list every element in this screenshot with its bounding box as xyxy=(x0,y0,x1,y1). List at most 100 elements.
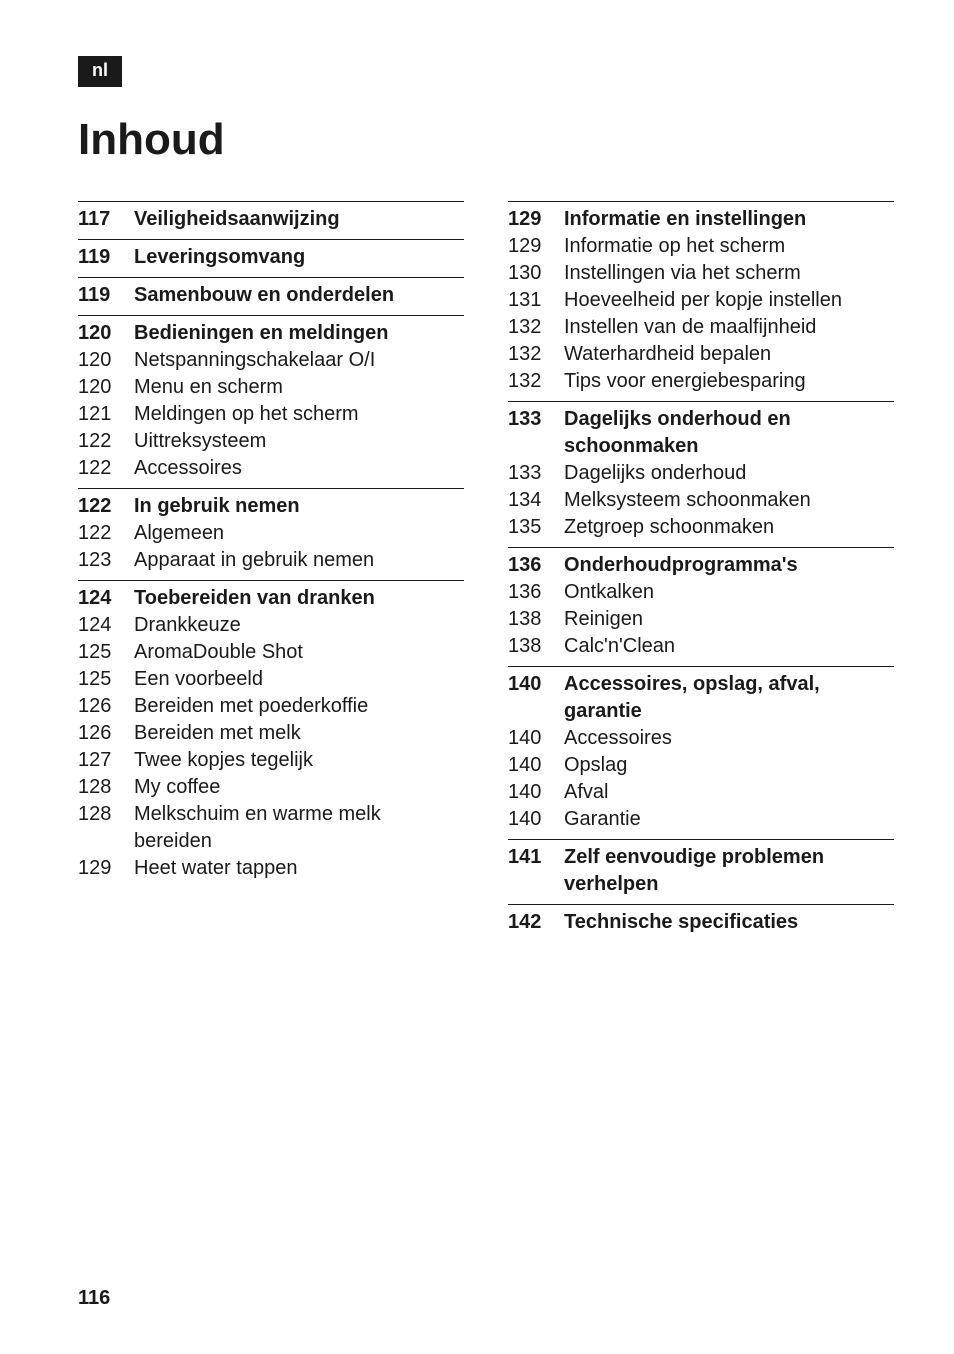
toc-item-row: 128My coffee xyxy=(78,774,464,801)
toc-heading-title: Veiligheidsaanwijzing xyxy=(134,206,464,233)
toc-section: 142Technische specificaties xyxy=(508,904,894,936)
toc-item-row: 122Accessoires xyxy=(78,455,464,482)
toc-item-title: Informatie op het scherm xyxy=(564,233,894,260)
toc-heading-title: Bedieningen en meldingen xyxy=(134,320,464,347)
toc-item-page: 140 xyxy=(508,725,564,752)
toc-item-page: 127 xyxy=(78,747,134,774)
toc-item-row: 125AromaDouble Shot xyxy=(78,639,464,666)
toc-item-title: Reinigen xyxy=(564,606,894,633)
toc-item-page: 132 xyxy=(508,314,564,341)
toc-heading-row: 136Onderhoudprogramma's xyxy=(508,552,894,579)
toc-item-title: Uittreksysteem xyxy=(134,428,464,455)
toc-item-row: 133Dagelijks onderhoud xyxy=(508,460,894,487)
page-number: 116 xyxy=(78,1287,110,1310)
toc-item-page: 128 xyxy=(78,774,134,801)
toc-heading-page: 136 xyxy=(508,552,564,579)
toc-item-row: 129Informatie op het scherm xyxy=(508,233,894,260)
toc-section: 140Accessoires, opslag, afval, garantie1… xyxy=(508,666,894,833)
toc-heading-title: Technische specificaties xyxy=(564,909,894,936)
toc-heading-row: 120Bedieningen en meldingen xyxy=(78,320,464,347)
toc-item-page: 140 xyxy=(508,779,564,806)
toc-item-page: 134 xyxy=(508,487,564,514)
toc-item-page: 138 xyxy=(508,606,564,633)
toc-item-title: Menu en scherm xyxy=(134,374,464,401)
toc-item-row: 123Apparaat in gebruik nemen xyxy=(78,547,464,574)
toc-item-row: 140Accessoires xyxy=(508,725,894,752)
toc-item-title: Ontkalken xyxy=(564,579,894,606)
toc-heading-row: 142Technische specificaties xyxy=(508,909,894,936)
toc-item-row: 128Melkschuim en warme melk bereiden xyxy=(78,801,464,855)
toc-item-row: 129Heet water tappen xyxy=(78,855,464,882)
toc-item-page: 128 xyxy=(78,801,134,855)
toc-heading-row: 117Veiligheidsaanwijzing xyxy=(78,206,464,233)
toc-item-page: 140 xyxy=(508,806,564,833)
toc-left-column: 117Veiligheidsaanwijzing 119Leveringsomva… xyxy=(78,201,464,942)
toc-heading-row: 129Informatie en instellingen xyxy=(508,206,894,233)
toc-item-row: 122Uittreksysteem xyxy=(78,428,464,455)
toc-item-page: 133 xyxy=(508,460,564,487)
toc-item-page: 126 xyxy=(78,693,134,720)
toc-item-row: 140Opslag xyxy=(508,752,894,779)
toc-item-title: Twee kopjes tegelijk xyxy=(134,747,464,774)
toc-item-page: 129 xyxy=(78,855,134,882)
toc-section: 129Informatie en instellingen129Informat… xyxy=(508,201,894,395)
toc-item-row: 130Instellingen via het scherm xyxy=(508,260,894,287)
toc-item-page: 131 xyxy=(508,287,564,314)
toc-heading-title: Dagelijks onderhoud en schoonmaken xyxy=(564,406,894,460)
toc-item-row: 124Drankkeuze xyxy=(78,612,464,639)
toc-item-title: Accessoires xyxy=(564,725,894,752)
toc-heading-page: 133 xyxy=(508,406,564,460)
toc-item-page: 136 xyxy=(508,579,564,606)
toc-section: 141Zelf eenvoudige problemen verhelpen xyxy=(508,839,894,898)
toc-heading-page: 122 xyxy=(78,493,134,520)
toc-section: 120Bedieningen en meldingen120Netspannin… xyxy=(78,315,464,482)
toc-item-row: 120Netspanningschakelaar O/I xyxy=(78,347,464,374)
toc-section: 136Onderhoudprogramma's136Ontkalken138Re… xyxy=(508,547,894,660)
toc-heading-row: 124Toebereiden van dranken xyxy=(78,585,464,612)
toc-item-title: Een voorbeeld xyxy=(134,666,464,693)
toc-item-row: 125Een voorbeeld xyxy=(78,666,464,693)
toc-item-row: 138Calc'n'Clean xyxy=(508,633,894,660)
language-tag: nl xyxy=(78,56,122,87)
toc-item-title: Instellingen via het scherm xyxy=(564,260,894,287)
toc-heading-row: 141Zelf eenvoudige problemen verhelpen xyxy=(508,844,894,898)
document-page: nl Inhoud 117Veiligheidsaanwijzing119Lev… xyxy=(0,0,954,1354)
toc-item-title: Meldingen op het scherm xyxy=(134,401,464,428)
toc-item-title: Instellen van de maalfijnheid xyxy=(564,314,894,341)
toc-item-title: Calc'n'Clean xyxy=(564,633,894,660)
toc-item-row: 127Twee kopjes tegelijk xyxy=(78,747,464,774)
toc-item-row: 135Zetgroep schoonmaken xyxy=(508,514,894,541)
toc-item-title: Netspanningschakelaar O/I xyxy=(134,347,464,374)
toc-item-page: 132 xyxy=(508,341,564,368)
toc-item-row: 126Bereiden met poederkoffie xyxy=(78,693,464,720)
toc-heading-title: Leveringsomvang xyxy=(134,244,464,271)
toc-item-title: Bereiden met poederkoffie xyxy=(134,693,464,720)
toc-item-title: My coffee xyxy=(134,774,464,801)
toc-section: 117Veiligheidsaanwijzing xyxy=(78,201,464,233)
toc-item-row: 131Hoeveelheid per kopje instellen xyxy=(508,287,894,314)
toc-item-title: AromaDouble Shot xyxy=(134,639,464,666)
toc-section: 119Leveringsomvang xyxy=(78,239,464,271)
toc-heading-title: Accessoires, opslag, afval, garantie xyxy=(564,671,894,725)
toc-item-row: 132Tips voor energiebesparing xyxy=(508,368,894,395)
toc-item-page: 122 xyxy=(78,520,134,547)
toc-heading-page: 141 xyxy=(508,844,564,898)
toc-item-row: 136Ontkalken xyxy=(508,579,894,606)
toc-item-title: Waterhardheid bepalen xyxy=(564,341,894,368)
toc-section: 122In gebruik nemen122Algemeen123Apparaa… xyxy=(78,488,464,574)
toc-item-row: 132Waterhardheid bepalen xyxy=(508,341,894,368)
toc-item-page: 138 xyxy=(508,633,564,660)
toc-item-title: Accessoires xyxy=(134,455,464,482)
toc-item-row: 122Algemeen xyxy=(78,520,464,547)
toc-item-page: 123 xyxy=(78,547,134,574)
toc-item-page: 135 xyxy=(508,514,564,541)
toc-heading-title: Zelf eenvoudige problemen verhelpen xyxy=(564,844,894,898)
toc-item-title: Tips voor energiebesparing xyxy=(564,368,894,395)
toc-item-title: Drankkeuze xyxy=(134,612,464,639)
toc-heading-title: Toebereiden van dranken xyxy=(134,585,464,612)
toc-item-title: Dagelijks onderhoud xyxy=(564,460,894,487)
toc-item-title: Melksysteem schoonmaken xyxy=(564,487,894,514)
toc-item-page: 125 xyxy=(78,666,134,693)
toc-columns: 117Veiligheidsaanwijzing 119Leveringsomva… xyxy=(78,201,894,942)
toc-heading-page: 119 xyxy=(78,282,134,309)
